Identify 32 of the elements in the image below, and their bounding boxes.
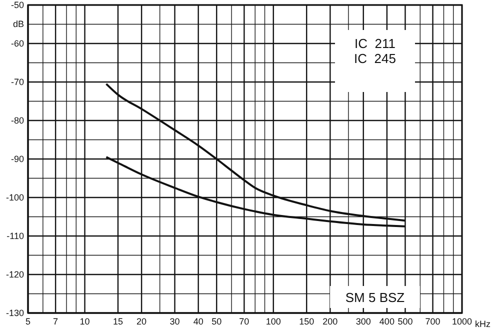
x-tick-label: 70 bbox=[239, 316, 250, 326]
x-tick-label: 7 bbox=[53, 316, 58, 326]
x-tick-label: 300 bbox=[356, 316, 371, 326]
x-tick-label: 200 bbox=[322, 316, 338, 326]
y-tick-label: -70 bbox=[10, 76, 24, 87]
x-tick-label: 15 bbox=[112, 316, 123, 326]
x-tick-label: 400 bbox=[379, 316, 394, 326]
y-tick-label: -50 bbox=[10, 0, 24, 10]
x-tick-label: 700 bbox=[425, 316, 440, 326]
x-tick-label: 100 bbox=[266, 316, 281, 326]
x-tick-label: 40 bbox=[193, 316, 204, 326]
x-tick-label: 50 bbox=[212, 316, 222, 326]
annotation: SM 5 BSZ bbox=[345, 290, 405, 305]
x-tick-label: 30 bbox=[170, 316, 180, 326]
x-tick-label: 10 bbox=[80, 316, 90, 326]
annotation: IC 211 IC 245 bbox=[354, 36, 396, 66]
y-tick-label: -130 bbox=[6, 308, 24, 318]
x-tick-label: 20 bbox=[136, 316, 147, 326]
x-axis-title: kHz bbox=[475, 319, 491, 329]
y-tick-label: -80 bbox=[10, 115, 24, 126]
y-tick-label: -100 bbox=[6, 192, 24, 202]
y-tick-label: dB bbox=[12, 19, 24, 30]
y-tick-label: -110 bbox=[6, 230, 24, 241]
y-tick-label: -60 bbox=[10, 38, 24, 48]
label-box: IC 211 IC 245 bbox=[335, 30, 415, 92]
y-tick-label: -120 bbox=[6, 269, 24, 280]
x-tick-label: 500 bbox=[398, 316, 413, 326]
label-box: SM 5 BSZ bbox=[330, 286, 420, 308]
x-tick-label: 1000 bbox=[452, 316, 472, 326]
x-tick-label: 5 bbox=[25, 316, 31, 326]
y-tick-label: -90 bbox=[10, 154, 24, 164]
x-tick-label: 150 bbox=[299, 316, 314, 326]
